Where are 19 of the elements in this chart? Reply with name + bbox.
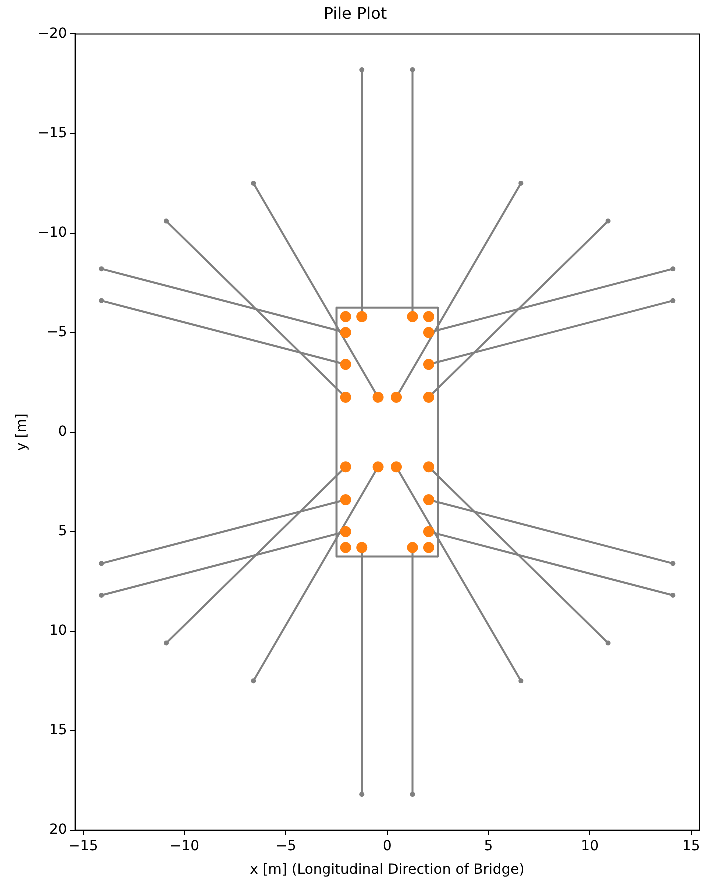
y-tick-label: −15 bbox=[38, 125, 68, 142]
x-tick-label: 15 bbox=[682, 838, 700, 854]
x-tick-label: −15 bbox=[68, 838, 98, 854]
y-tick-label: 15 bbox=[50, 722, 68, 739]
chart-title: Pile Plot bbox=[324, 4, 388, 23]
y-tick-label: 20 bbox=[50, 822, 68, 838]
x-tick-label: 0 bbox=[382, 838, 392, 854]
y-tick-label: −10 bbox=[38, 224, 68, 241]
y-axis-title: y [m] bbox=[14, 414, 30, 451]
y-tick-label: 5 bbox=[58, 523, 68, 540]
x-tick-label: 10 bbox=[581, 838, 599, 854]
x-axis-title: x [m] (Longitudinal Direction of Bridge) bbox=[250, 862, 525, 878]
y-tick-label: 0 bbox=[58, 424, 68, 440]
y-tick-label: −5 bbox=[46, 324, 68, 340]
y-tick-label: −20 bbox=[38, 26, 68, 42]
x-tick-label: 5 bbox=[484, 838, 494, 854]
y-tick-label: 10 bbox=[50, 622, 68, 639]
x-tick-label: −5 bbox=[276, 838, 296, 854]
x-tick-label: −10 bbox=[170, 838, 200, 854]
